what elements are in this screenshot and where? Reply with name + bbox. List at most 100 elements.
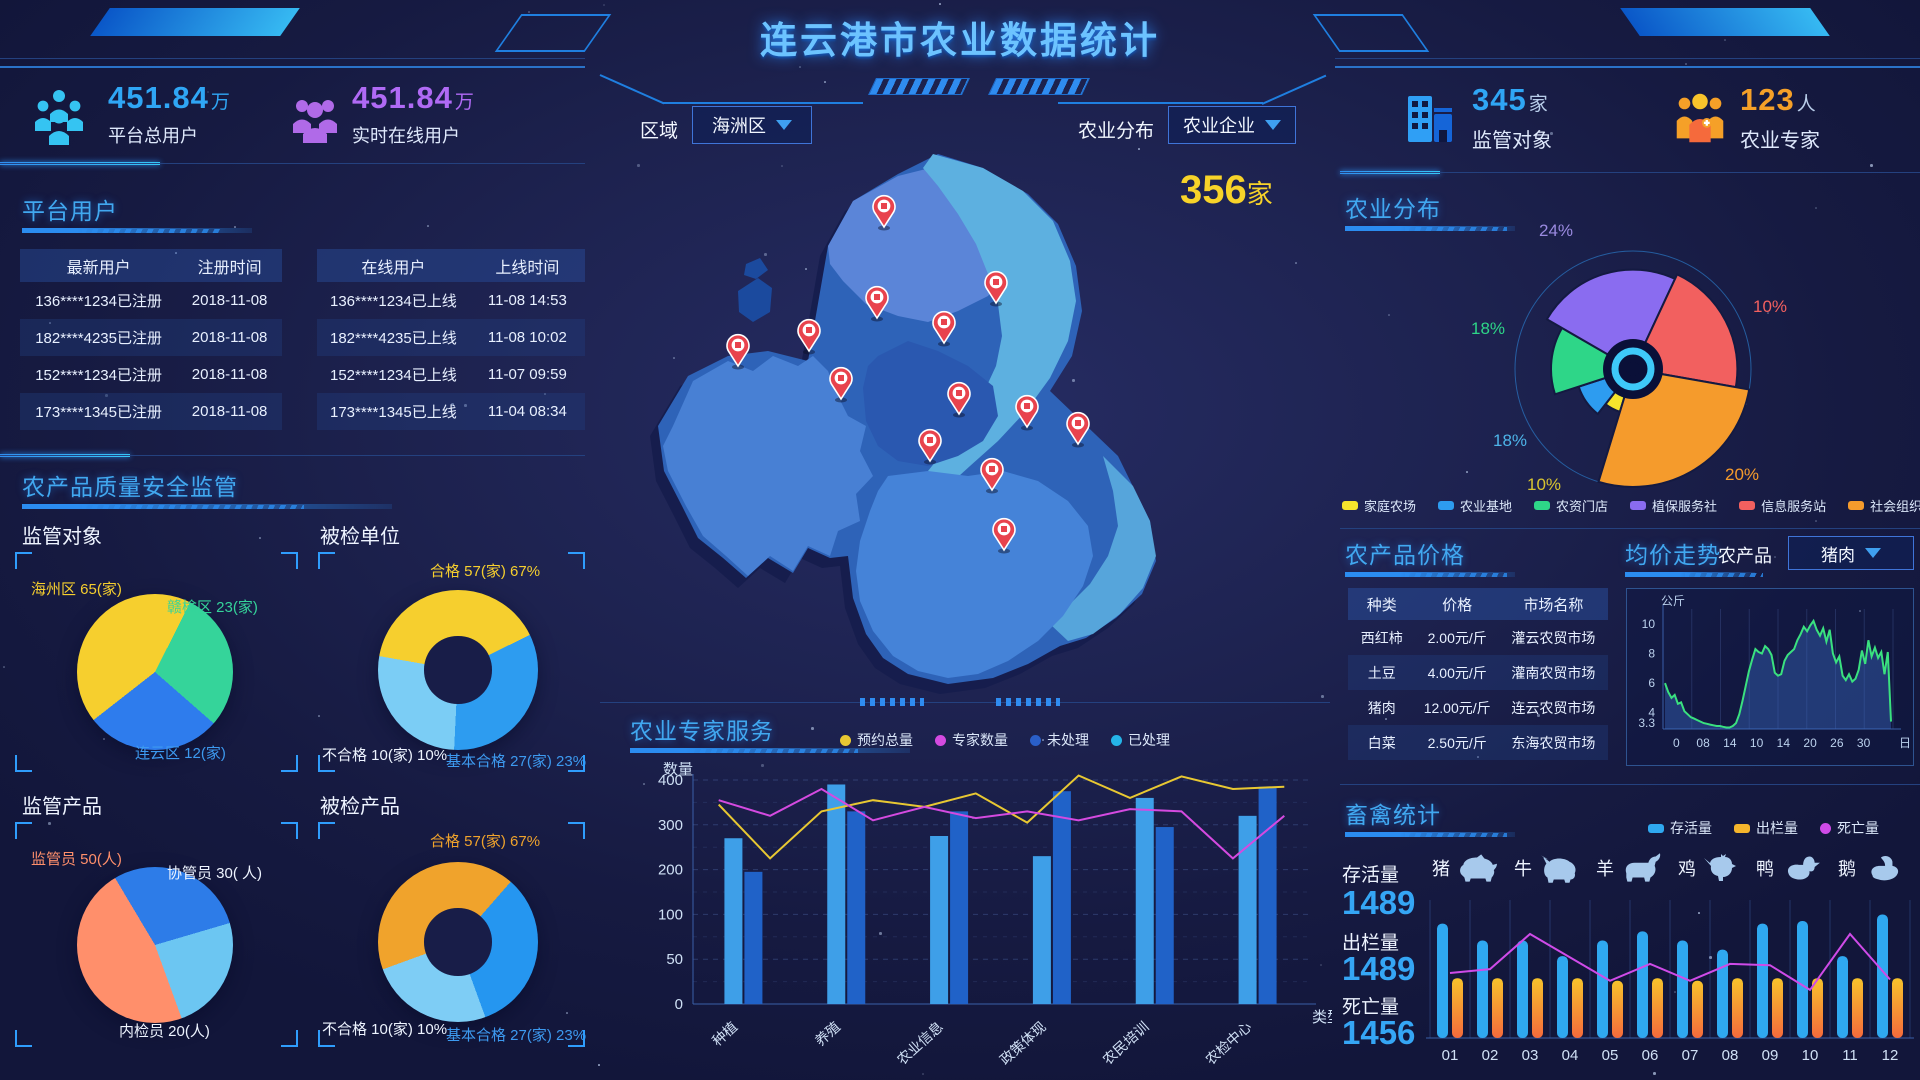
map-pin[interactable] [726, 333, 750, 370]
corner-bracket [318, 552, 335, 569]
svg-text:日期: 日期 [1899, 736, 1911, 750]
donut-chart [378, 862, 538, 1022]
legend-item[interactable]: 家庭农场 [1342, 496, 1416, 515]
title-underline [1345, 226, 1515, 231]
map-pin[interactable] [932, 310, 956, 347]
chevron-down-icon [776, 120, 792, 130]
legend-swatch [1820, 822, 1831, 834]
stat-number: 451.84 [108, 80, 209, 115]
legend-item[interactable]: 植保服务社 [1630, 496, 1717, 515]
stat-number: 451.84 [352, 80, 453, 115]
star [207, 91, 209, 93]
pie-label: 海州区 65(家) [31, 581, 122, 598]
map-pin[interactable] [1015, 394, 1039, 431]
cell: 2.00元/斤 [1427, 629, 1487, 646]
supervised-objects-icon [1398, 88, 1460, 155]
svg-text:01: 01 [1442, 1047, 1459, 1064]
map-pin[interactable] [865, 285, 889, 322]
supervision-objects-chart: 海州区 65(家) 赣榆区 23(家) 连云区 12(家) [15, 552, 298, 772]
price-title: 农产品价格 [1345, 542, 1465, 568]
legend-item[interactable]: 已处理 [1111, 730, 1170, 750]
region-dropdown[interactable]: 海洲区 [692, 106, 812, 144]
star [673, 357, 675, 359]
star [464, 404, 467, 407]
legend-item[interactable]: 社会组织 [1848, 496, 1920, 515]
star [528, 11, 530, 13]
header-segment-bar-right [988, 78, 1090, 95]
legend-item[interactable]: 专家数量 [935, 730, 1008, 750]
star [1815, 207, 1817, 209]
svg-text:种植: 种植 [709, 1018, 741, 1049]
animal-label: 鸡 [1678, 859, 1696, 879]
svg-text:100: 100 [658, 906, 683, 923]
legend-item[interactable]: 农业基地 [1438, 496, 1512, 515]
donut-hole [424, 636, 492, 704]
legend-item[interactable]: 出栏量 [1734, 818, 1798, 838]
cell: 在线用户 [361, 259, 426, 277]
corner-bracket [568, 552, 585, 569]
map-pin[interactable] [992, 517, 1016, 554]
corner-bracket [568, 755, 585, 772]
svg-text:10: 10 [1642, 617, 1656, 631]
svg-text:农检中心: 农检中心 [1202, 1018, 1254, 1067]
star [234, 226, 236, 228]
legend-item[interactable]: 预约总量 [840, 730, 913, 750]
star [1072, 379, 1075, 382]
star [1385, 718, 1387, 720]
star [105, 394, 108, 397]
cell: 136****1234已上线 [330, 293, 457, 310]
cell: 11-08 10:02 [487, 329, 567, 346]
star [761, 764, 764, 767]
goat-icon [1625, 853, 1661, 882]
frame-line [599, 74, 665, 105]
legend-item[interactable]: 农资门店 [1534, 496, 1608, 515]
cell: 11-04 08:34 [487, 403, 567, 420]
map-pin[interactable] [829, 366, 853, 403]
legend-swatch [1030, 734, 1041, 746]
stat-number: 345 [1472, 82, 1527, 117]
star [1295, 262, 1297, 264]
star [451, 403, 454, 406]
map-pin[interactable] [918, 428, 942, 465]
star [1870, 164, 1873, 167]
svg-text:14: 14 [1723, 736, 1737, 750]
legend-item[interactable]: 未处理 [1030, 730, 1089, 750]
legend-swatch [1848, 501, 1865, 510]
corner-bracket [15, 755, 32, 772]
svg-text:8: 8 [1648, 646, 1655, 660]
legend-label: 出栏量 [1756, 820, 1798, 836]
stat-unit: 家 [1528, 94, 1549, 115]
cell: 152****1234已上线 [330, 367, 457, 384]
enterprise-count: 356家 [1180, 168, 1273, 213]
map-pin[interactable] [872, 194, 896, 231]
product-dropdown[interactable]: 猪肉 [1788, 536, 1914, 570]
map-pin[interactable] [1066, 411, 1090, 448]
legend-item[interactable]: 存活量 [1648, 818, 1712, 838]
online-table: 在线用户 上线时间 136****1234已上线 11-08 14:53 182****… [317, 249, 585, 430]
online-users-label: 实时在线用户 [352, 126, 460, 146]
distribution-dropdown[interactable]: 农业企业 [1168, 106, 1296, 144]
map-pin[interactable] [797, 318, 821, 355]
legend-item[interactable]: 死亡量 [1820, 818, 1879, 838]
table-row: 173****1345已上线 11-04 08:34 [317, 393, 585, 430]
map-pin[interactable] [984, 270, 1008, 307]
cell: 东海农贸市场 [1511, 734, 1596, 751]
price-trend-chart: 公斤 10 8 6 43.3 0 08 14 10 14 20 26 30 日期 [1638, 594, 1920, 750]
animal-goat: 羊 [1596, 852, 1662, 884]
stat-unit: 人 [1796, 94, 1817, 115]
svg-text:0: 0 [1673, 736, 1680, 750]
svg-text:14: 14 [1777, 736, 1791, 750]
experts-icon [1668, 86, 1732, 155]
divider-dashes [860, 698, 924, 706]
star [175, 252, 177, 254]
pie-label: 基本合格 27(家) 23% [446, 753, 587, 770]
table-row: 173****1345已注册 2018-11-08 [20, 393, 282, 430]
legend-item[interactable]: 信息服务站 [1739, 496, 1826, 515]
trend-chart-box: 公斤 10 8 6 43.3 0 08 14 10 14 20 26 30 日期 [1626, 588, 1920, 766]
star [799, 66, 801, 68]
product-select-label: 农产品 [1718, 546, 1772, 566]
map-pin[interactable] [980, 457, 1004, 494]
map-pin[interactable] [947, 381, 971, 418]
inspected-products-chart: 合格 57(家) 67% 基本合格 27(家) 23% 不合格 10(家) 10… [318, 822, 586, 1047]
legend-swatch [1534, 501, 1551, 510]
